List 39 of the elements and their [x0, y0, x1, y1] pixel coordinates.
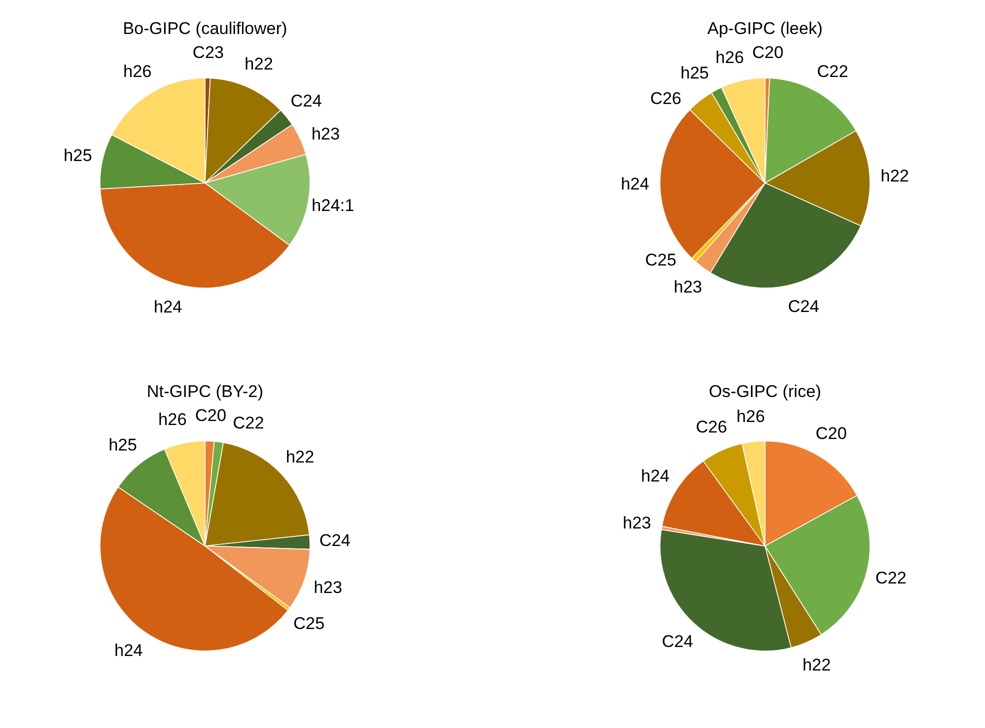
slice-label: C26: [650, 88, 682, 108]
slice-label: h22: [244, 54, 274, 74]
chart-title: Bo-GIPC (cauliflower): [122, 19, 288, 38]
slice-label: h25: [64, 146, 92, 165]
slice-label: h24: [114, 641, 143, 660]
slice-label: h26: [736, 406, 765, 426]
slice-label: h23: [674, 278, 702, 297]
slice-label: h26: [123, 62, 152, 81]
slice-label: h23: [314, 578, 342, 598]
slice-label: C24: [290, 91, 322, 110]
slice-label: h22: [286, 447, 314, 466]
slice-label: h22: [802, 655, 831, 674]
slice-label: C23: [192, 43, 224, 62]
chart-title: Os-GIPC (rice): [708, 382, 822, 401]
slice-label: C25: [293, 614, 325, 634]
slice-label: C22: [232, 413, 264, 432]
slice-label: h25: [108, 435, 137, 454]
slice-label: h26: [716, 48, 744, 67]
slice-label: C20: [195, 406, 226, 426]
slice-label: C22: [875, 568, 907, 588]
slice-label: h24: [154, 298, 182, 317]
slice-label: h24:1: [312, 196, 354, 216]
slice-label: C24: [788, 297, 820, 316]
slice-label: C25: [645, 250, 676, 270]
slice-label: h24: [641, 466, 670, 486]
slice-label: C24: [319, 531, 350, 550]
chart-title: Ap-GIPC (leek): [707, 19, 823, 38]
slice-label: C24: [662, 632, 694, 652]
slice-label: h23: [311, 124, 340, 144]
slice-label: C22: [816, 62, 848, 81]
slice-label: h24: [620, 174, 650, 194]
slice-label: C20: [816, 424, 847, 444]
slice-label: h22: [880, 166, 910, 186]
slice-label: h25: [680, 64, 709, 83]
chart-title: Nt-GIPC (BY-2): [146, 382, 264, 401]
slice-label: h23: [622, 514, 652, 533]
slice-label: h26: [158, 410, 187, 430]
slice-label: C26: [696, 418, 728, 437]
slice-label: C20: [752, 43, 784, 62]
